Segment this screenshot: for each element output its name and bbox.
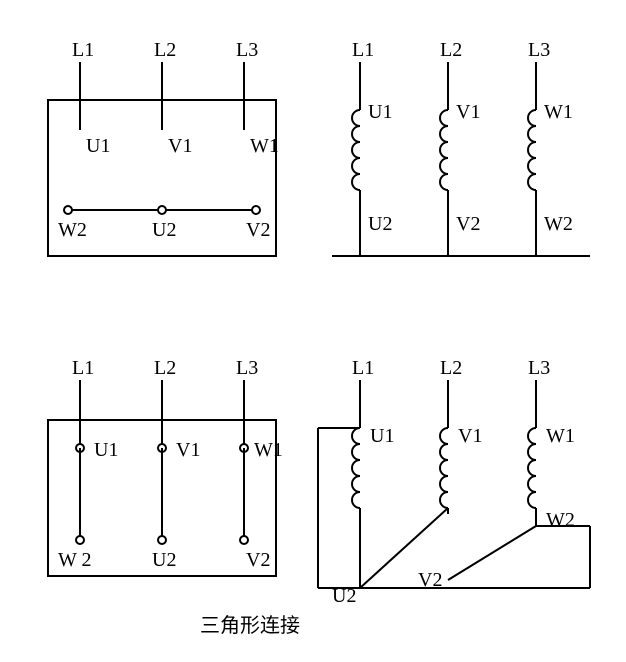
terminal-label: V1 [168, 135, 192, 157]
terminal-label: U2 [152, 549, 176, 571]
terminal-node [158, 206, 166, 214]
winding-coil [352, 428, 360, 508]
terminal-label: U1 [94, 439, 118, 461]
terminal-label: U1 [86, 135, 110, 157]
winding-coil [352, 110, 360, 190]
terminal-label: U1 [370, 425, 394, 447]
caption-label: 三角形连接 [200, 614, 300, 637]
terminal-label: W1 [250, 135, 279, 157]
terminal-label: W 2 [58, 549, 92, 571]
line-label: L2 [440, 39, 462, 61]
winding-coil [440, 428, 448, 508]
terminal-label: U2 [332, 585, 356, 607]
terminal-node [76, 536, 84, 544]
terminal-label: V2 [418, 569, 442, 591]
terminal-label: W2 [544, 213, 573, 235]
terminal-label: W1 [546, 425, 575, 447]
line-label: L1 [72, 39, 94, 61]
line-label: L3 [528, 39, 550, 61]
winding-coil [440, 110, 448, 190]
terminal-node [158, 536, 166, 544]
terminal-node [252, 206, 260, 214]
line-label: L1 [72, 357, 94, 379]
terminal-label: V2 [246, 549, 270, 571]
line-label: L3 [528, 357, 550, 379]
terminal-label: V2 [456, 213, 480, 235]
terminal-label: V1 [458, 425, 482, 447]
line-label: L1 [352, 39, 374, 61]
terminal-node [64, 206, 72, 214]
line-label: L1 [352, 357, 374, 379]
delta-diagonal [448, 526, 536, 580]
line-label: L2 [154, 39, 176, 61]
terminal-label: W2 [546, 509, 575, 531]
terminal-label: U2 [152, 219, 176, 241]
terminal-label: V1 [176, 439, 200, 461]
terminal-label: V2 [246, 219, 270, 241]
line-label: L2 [154, 357, 176, 379]
terminal-label: W1 [544, 101, 573, 123]
winding-coil [528, 428, 536, 508]
terminal-label: W2 [58, 219, 87, 241]
terminal-label: U2 [368, 213, 392, 235]
terminal-label: V1 [456, 101, 480, 123]
line-label: L2 [440, 357, 462, 379]
terminal-label: U1 [368, 101, 392, 123]
line-label: L3 [236, 357, 258, 379]
line-label: L3 [236, 39, 258, 61]
winding-coil [528, 110, 536, 190]
terminal-node [240, 536, 248, 544]
terminal-label: W1 [254, 439, 283, 461]
